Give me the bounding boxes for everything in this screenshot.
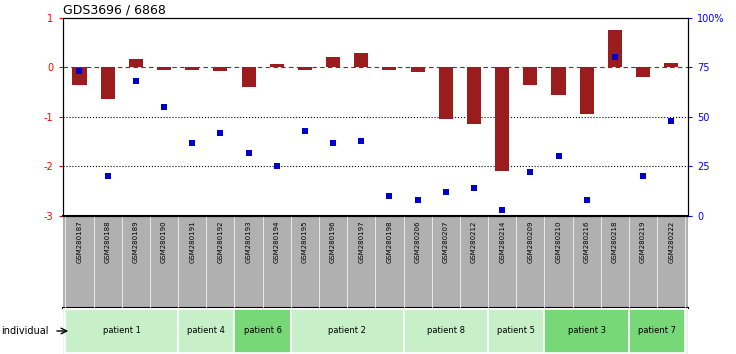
Bar <box>580 67 594 114</box>
Text: patient 8: patient 8 <box>427 326 465 336</box>
Text: GSM280214: GSM280214 <box>499 221 505 263</box>
Bar <box>157 67 171 70</box>
Text: GSM280191: GSM280191 <box>189 221 195 263</box>
Bar <box>523 67 537 85</box>
Text: GSM280188: GSM280188 <box>105 221 110 263</box>
Text: GSM280210: GSM280210 <box>556 221 562 263</box>
Bar <box>298 67 312 70</box>
Point <box>440 189 452 195</box>
Point <box>609 55 620 60</box>
Text: GSM280189: GSM280189 <box>132 221 139 263</box>
Point <box>383 193 395 199</box>
Bar <box>241 67 255 87</box>
Bar <box>269 64 284 67</box>
Point <box>525 170 537 175</box>
Text: patient 7: patient 7 <box>638 326 676 336</box>
Text: patient 1: patient 1 <box>103 326 141 336</box>
Point <box>130 78 142 84</box>
Point <box>299 128 311 133</box>
Point <box>355 138 367 143</box>
Text: GSM280216: GSM280216 <box>584 221 590 263</box>
Bar <box>636 67 650 77</box>
Bar <box>129 59 143 67</box>
Point <box>186 140 198 145</box>
Bar <box>178 309 235 353</box>
Text: GSM280198: GSM280198 <box>386 221 392 263</box>
Bar <box>411 67 425 72</box>
Text: GSM280207: GSM280207 <box>443 221 449 263</box>
Bar <box>354 53 368 67</box>
Bar <box>383 67 397 70</box>
Point <box>243 150 255 155</box>
Point <box>665 118 677 124</box>
Text: patient 2: patient 2 <box>328 326 366 336</box>
Point <box>158 104 170 110</box>
Text: patient 6: patient 6 <box>244 326 282 336</box>
Point <box>496 207 508 213</box>
Point <box>74 68 85 74</box>
Point <box>468 185 480 191</box>
Text: GSM280196: GSM280196 <box>330 221 336 263</box>
Bar <box>629 309 685 353</box>
Text: GDS3696 / 6868: GDS3696 / 6868 <box>63 4 166 17</box>
Point <box>271 164 283 169</box>
Text: patient 4: patient 4 <box>188 326 225 336</box>
Text: GSM280187: GSM280187 <box>77 221 82 263</box>
Text: GSM280194: GSM280194 <box>274 221 280 263</box>
Point <box>637 173 649 179</box>
Text: GSM280190: GSM280190 <box>161 221 167 263</box>
Point <box>553 154 565 159</box>
Text: GSM280222: GSM280222 <box>668 221 674 263</box>
Bar <box>608 30 622 67</box>
Text: GSM280212: GSM280212 <box>471 221 477 263</box>
Bar <box>326 57 340 67</box>
Text: patient 5: patient 5 <box>498 326 535 336</box>
Bar <box>545 309 629 353</box>
Bar <box>213 67 227 71</box>
Point <box>102 173 113 179</box>
Bar <box>235 309 291 353</box>
Text: patient 3: patient 3 <box>567 326 606 336</box>
Text: GSM280218: GSM280218 <box>612 221 618 263</box>
Bar <box>66 309 178 353</box>
Bar <box>551 67 565 95</box>
Bar <box>101 67 115 99</box>
Text: GSM280206: GSM280206 <box>414 221 421 263</box>
Point <box>411 197 423 203</box>
Point <box>581 197 592 203</box>
Text: GSM280195: GSM280195 <box>302 221 308 263</box>
Text: GSM280209: GSM280209 <box>528 221 534 263</box>
Text: individual: individual <box>1 326 49 336</box>
Bar <box>439 67 453 119</box>
Bar <box>495 67 509 171</box>
Bar <box>185 67 199 70</box>
Point <box>328 140 339 145</box>
Bar <box>488 309 545 353</box>
Bar <box>403 309 488 353</box>
Bar <box>467 67 481 124</box>
Bar <box>72 67 87 85</box>
Text: GSM280197: GSM280197 <box>358 221 364 263</box>
Bar <box>664 63 679 67</box>
Text: GSM280193: GSM280193 <box>246 221 252 263</box>
Text: GSM280192: GSM280192 <box>217 221 223 263</box>
Bar <box>291 309 403 353</box>
Text: GSM280219: GSM280219 <box>640 221 646 263</box>
Point <box>214 130 226 136</box>
